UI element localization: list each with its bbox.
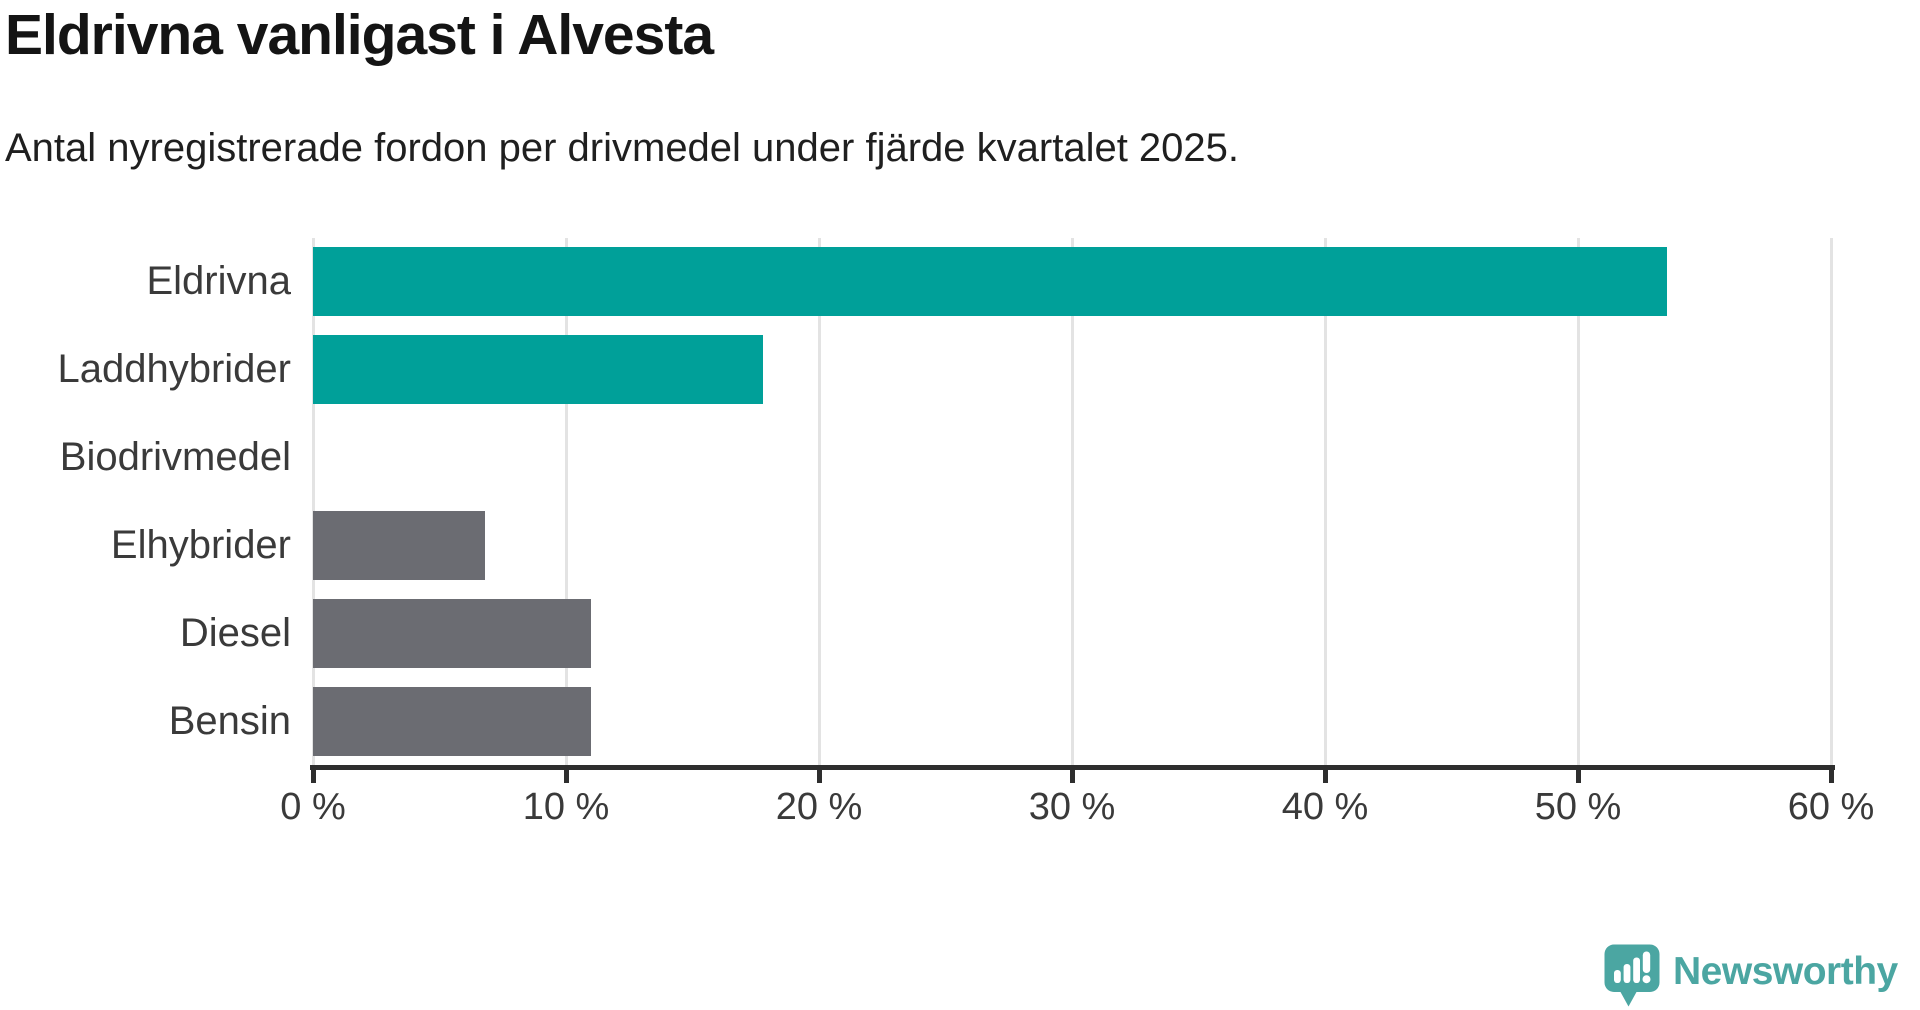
x-axis-line [310, 765, 1835, 770]
gridline [565, 238, 568, 765]
gridline [1071, 238, 1074, 765]
axis-tick [1070, 770, 1075, 783]
gridline [818, 238, 821, 765]
category-axis: Eldrivna Laddhybrider Biodrivmedel Elhybrid… [0, 238, 292, 765]
bar-elhybrider [313, 511, 486, 580]
axis-tick-label: 10 % [522, 786, 610, 828]
category-label: Biodrivmedel [59, 435, 291, 479]
newsworthy-logo-icon [1604, 944, 1660, 1007]
category-label: Laddhybrider [57, 347, 292, 391]
category-label: Bensin [168, 699, 291, 743]
gridline [1577, 238, 1580, 765]
bar-eldrivna [313, 247, 1667, 316]
axis-tick-label: 60 % [1787, 786, 1875, 828]
category-label: Elhybrider [110, 523, 291, 567]
gridline [312, 238, 315, 765]
gridline [1830, 238, 1833, 765]
bar-laddhybrider [313, 335, 764, 404]
axis-tick [1576, 770, 1581, 783]
category-label: Diesel [179, 611, 291, 655]
plot-area [312, 238, 1833, 765]
axis-tick-label: 0 % [280, 786, 346, 828]
bar-bensin [313, 687, 592, 756]
axis-tick [564, 770, 569, 783]
axis-tick [1829, 770, 1834, 783]
category-label: Eldrivna [146, 259, 291, 303]
axis-tick [817, 770, 822, 783]
axis-tick-label: 20 % [775, 786, 863, 828]
newsworthy-logo-text: Newsworthy [1673, 950, 1898, 993]
chart-subtitle: Antal nyregistrerade fordon per drivmede… [5, 126, 1240, 170]
axis-tick-label: 40 % [1281, 786, 1369, 828]
gridline [1324, 238, 1327, 765]
newsworthy-logo: Newsworthy [1604, 944, 1898, 1007]
bar-diesel [313, 599, 592, 668]
axis-tick-label: 30 % [1028, 786, 1116, 828]
axis-tick [311, 770, 316, 783]
axis-tick-label: 50 % [1534, 786, 1622, 828]
chart-title: Eldrivna vanligast i Alvesta [5, 3, 714, 67]
axis-tick [1323, 770, 1328, 783]
